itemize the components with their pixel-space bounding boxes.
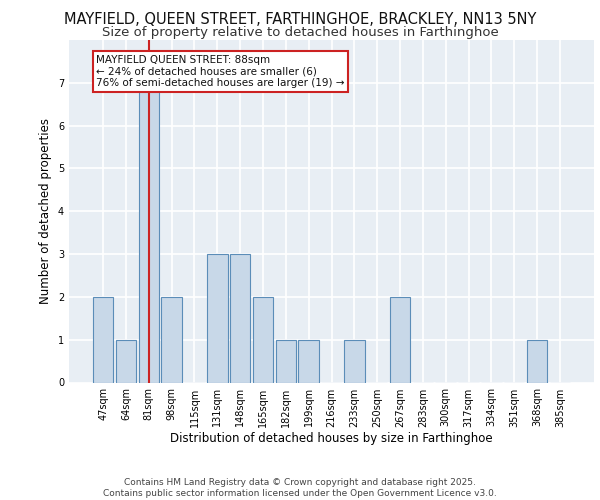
Bar xyxy=(207,254,227,382)
X-axis label: Distribution of detached houses by size in Farthinghoe: Distribution of detached houses by size … xyxy=(170,432,493,446)
Bar xyxy=(93,297,113,382)
Bar xyxy=(275,340,296,382)
Bar xyxy=(116,340,136,382)
Text: Contains HM Land Registry data © Crown copyright and database right 2025.
Contai: Contains HM Land Registry data © Crown c… xyxy=(103,478,497,498)
Bar xyxy=(161,297,182,382)
Bar xyxy=(253,297,273,382)
Bar xyxy=(230,254,250,382)
Text: MAYFIELD QUEEN STREET: 88sqm
← 24% of detached houses are smaller (6)
76% of sem: MAYFIELD QUEEN STREET: 88sqm ← 24% of de… xyxy=(96,55,345,88)
Bar xyxy=(344,340,365,382)
Bar xyxy=(527,340,547,382)
Y-axis label: Number of detached properties: Number of detached properties xyxy=(40,118,52,304)
Bar xyxy=(139,83,159,382)
Bar xyxy=(298,340,319,382)
Text: Size of property relative to detached houses in Farthinghoe: Size of property relative to detached ho… xyxy=(101,26,499,39)
Text: MAYFIELD, QUEEN STREET, FARTHINGHOE, BRACKLEY, NN13 5NY: MAYFIELD, QUEEN STREET, FARTHINGHOE, BRA… xyxy=(64,12,536,28)
Bar xyxy=(390,297,410,382)
